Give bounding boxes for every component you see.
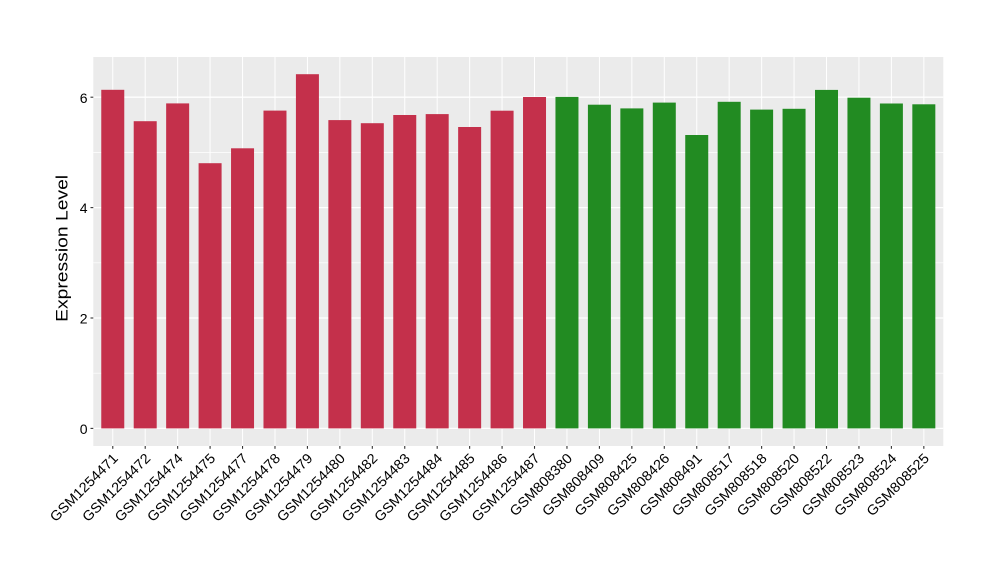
- svg-text:4: 4: [80, 200, 88, 216]
- svg-text:2: 2: [80, 311, 88, 327]
- svg-text:Expression Level: Expression Level: [53, 175, 72, 322]
- svg-text:0: 0: [80, 421, 88, 437]
- svg-text:6: 6: [80, 90, 88, 106]
